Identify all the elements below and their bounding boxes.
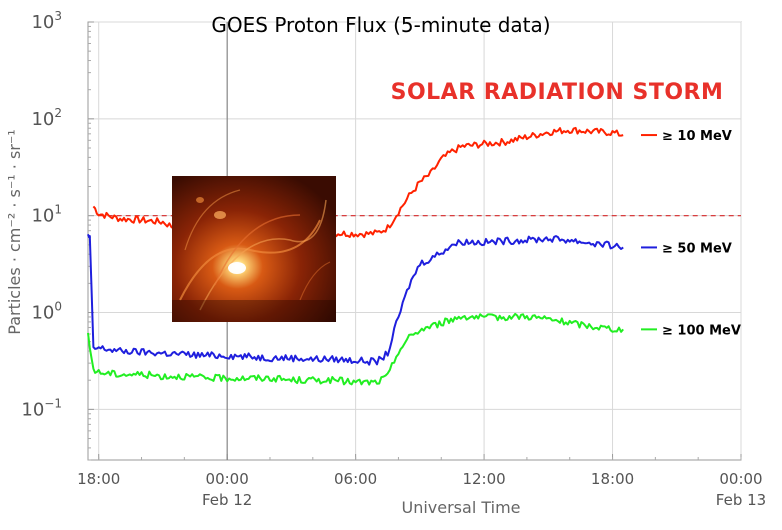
legend: ≥ 10 MeV ≥ 50 MeV ≥ 100 MeV xyxy=(641,129,741,338)
solar-flare-image xyxy=(172,176,336,322)
y-axis-title: Particles · cm⁻² · s⁻¹ · sr⁻¹ xyxy=(5,129,24,334)
y-tick-label: 100 xyxy=(31,300,62,324)
x-date-label: Feb 13 xyxy=(716,491,766,509)
y-tick-label: 103 xyxy=(31,9,62,33)
series-line xyxy=(87,312,624,386)
y-tick-label: 102 xyxy=(31,106,62,130)
x-tick-label: 00:00 xyxy=(719,470,762,488)
x-axis-title: Universal Time xyxy=(401,498,520,517)
y-axis-ticks: 103 102 101 100 10−1 xyxy=(21,9,94,461)
storm-annotation: SOLAR RADIATION STORM xyxy=(391,80,724,105)
legend-label: ≥ 100 MeV xyxy=(662,323,741,338)
x-tick-label: 18:00 xyxy=(77,470,120,488)
x-tick-label: 06:00 xyxy=(334,470,377,488)
x-axis-ticks: 18:00 00:00 Feb 12 06:00 12:00 18:00 00:00 Feb … xyxy=(77,454,766,509)
series-line xyxy=(87,233,624,366)
y-tick-label: 101 xyxy=(31,203,62,227)
x-tick-label: 18:00 xyxy=(591,470,634,488)
x-tick-label: 00:00 xyxy=(206,470,249,488)
legend-label: ≥ 50 MeV xyxy=(662,241,732,256)
x-date-label: Feb 12 xyxy=(202,491,252,509)
legend-label: ≥ 10 MeV xyxy=(662,129,732,144)
chart-title: GOES Proton Flux (5-minute data) xyxy=(211,13,550,37)
y-tick-label: 10−1 xyxy=(21,396,62,420)
x-tick-label: 12:00 xyxy=(462,470,505,488)
